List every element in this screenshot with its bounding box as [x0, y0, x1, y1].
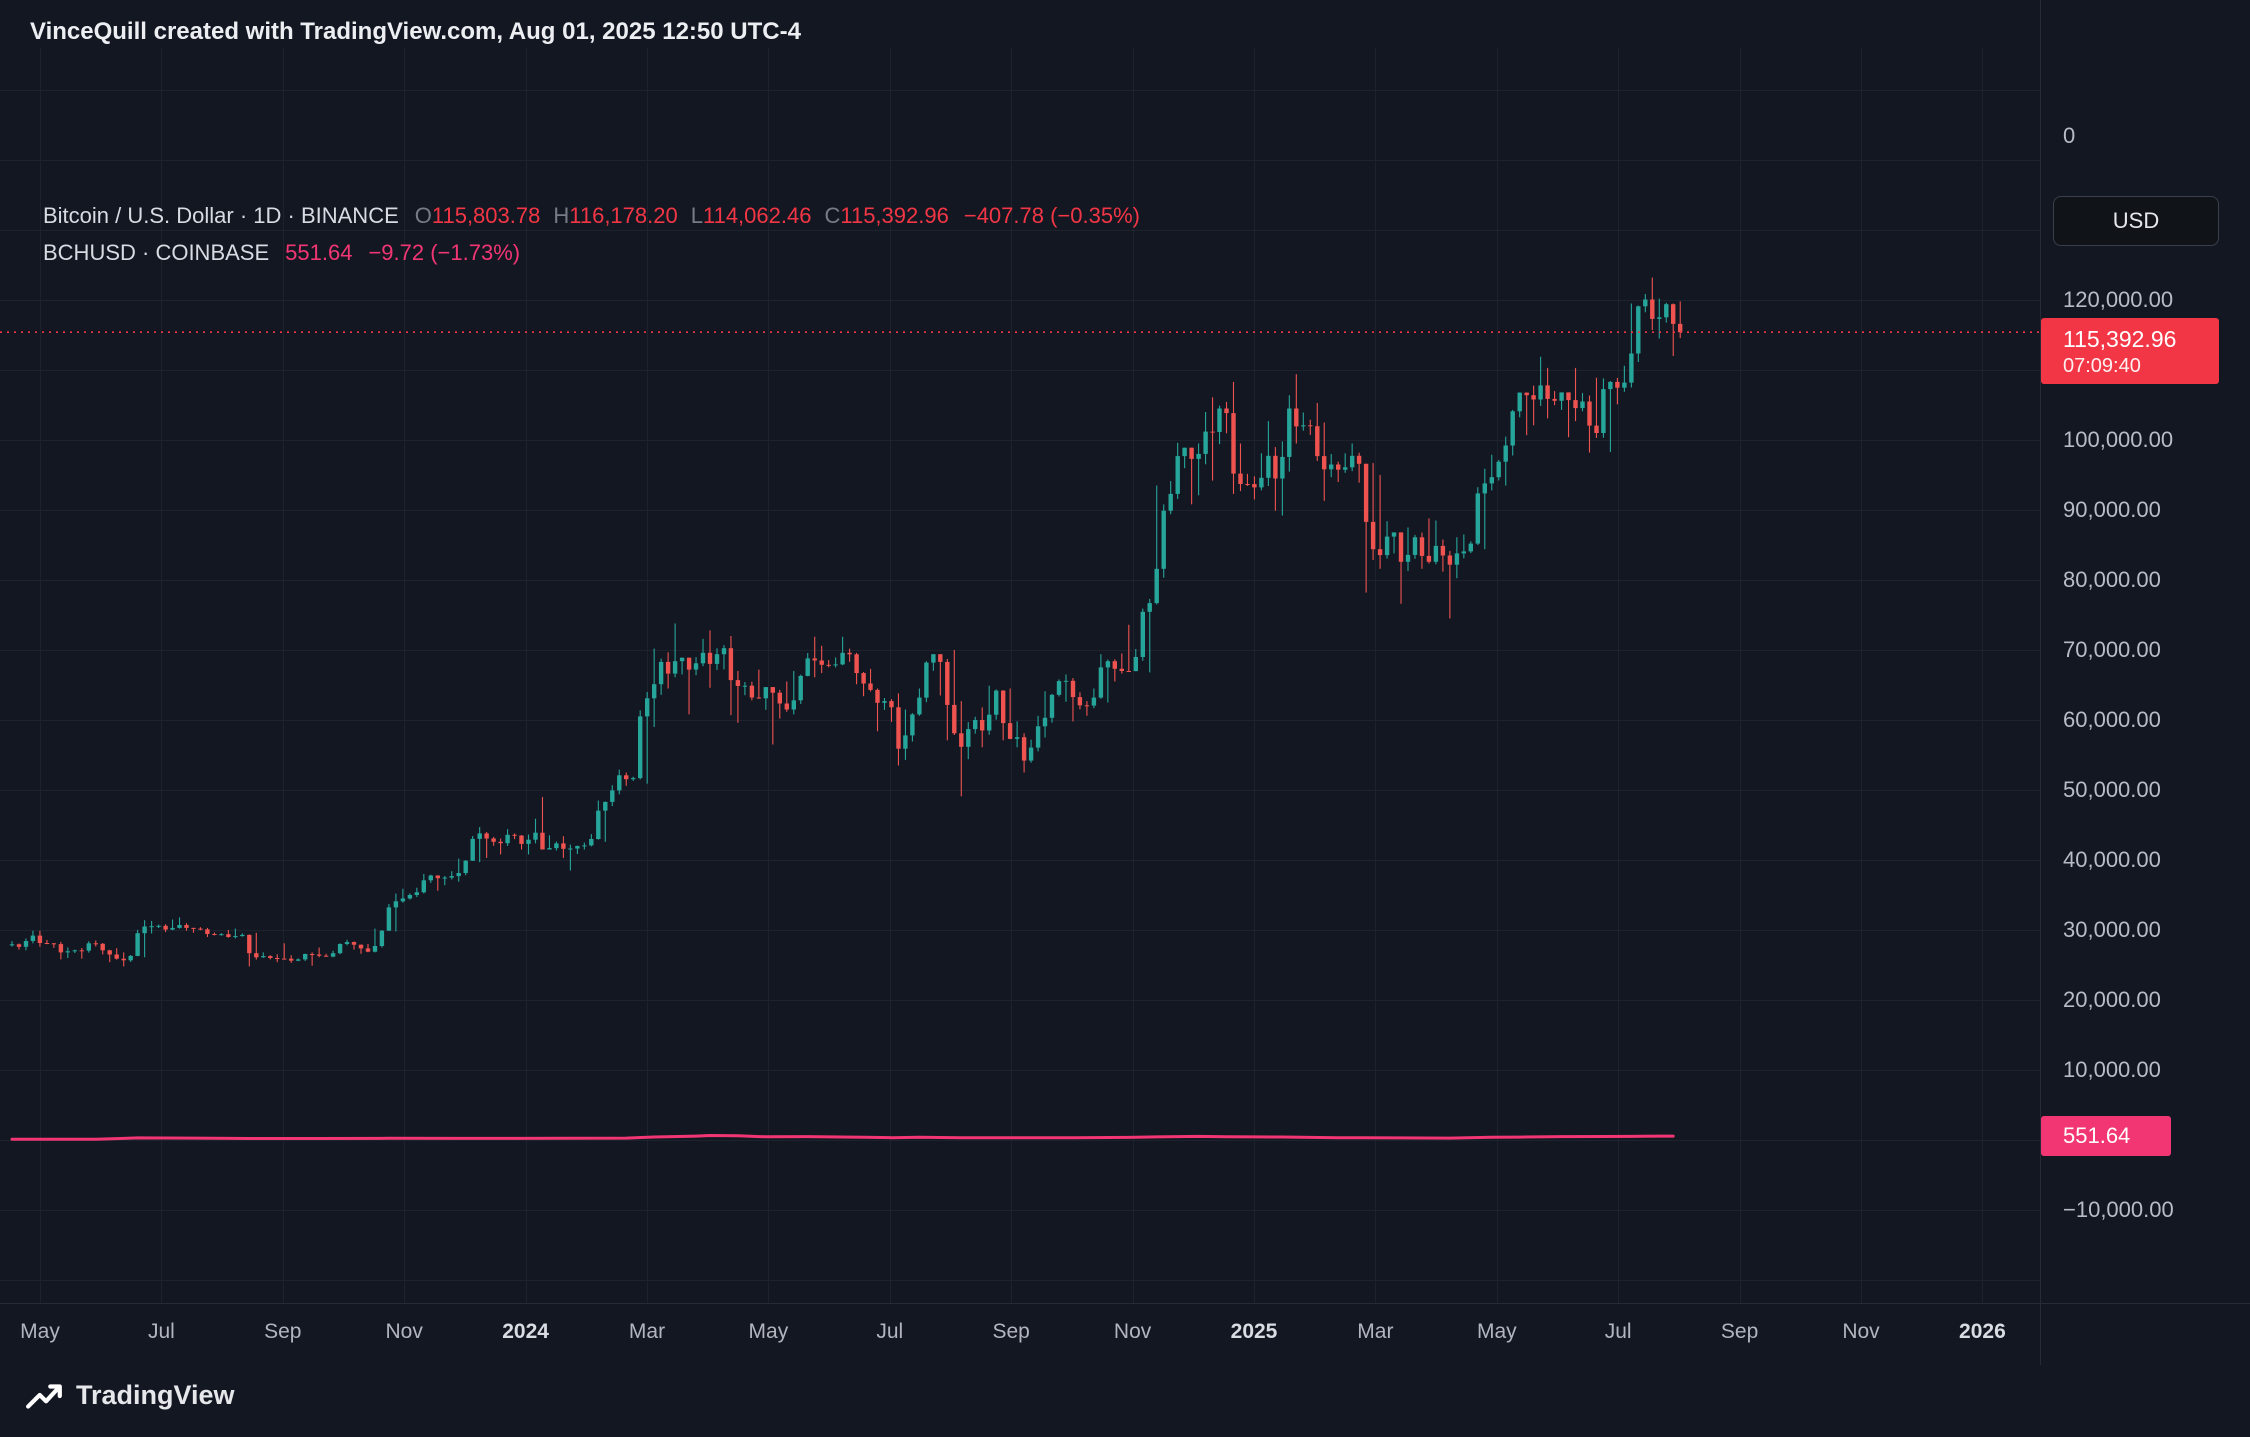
low-value: 114,062.46	[702, 203, 812, 228]
bch-badge-value: 551.64	[2063, 1123, 2131, 1148]
tradingview-brand-link[interactable]: TradingView	[26, 1380, 235, 1411]
high-value: 116,178.20	[569, 203, 678, 228]
price-axis-label: 70,000.00	[2063, 637, 2161, 662]
btc-open-group: O115,803.78	[415, 203, 541, 229]
price-axis-label: 50,000.00	[2063, 777, 2161, 802]
high-label: H	[553, 203, 570, 228]
time-axis-label: Sep	[992, 1320, 1030, 1343]
bar-close-countdown: 07:09:40	[2063, 355, 2141, 377]
time-axis-label: Nov	[1113, 1320, 1152, 1343]
low-label: L	[690, 203, 703, 228]
last-price-value: 115,392.96	[2063, 326, 2177, 352]
price-axis-top-label: 0	[2063, 123, 2076, 148]
bch-price-line	[10, 1134, 1675, 1141]
currency-usd-button[interactable]: USD	[2053, 196, 2219, 246]
price-axis-label: 20,000.00	[2063, 987, 2161, 1012]
tradingview-brand-text: TradingView	[76, 1380, 235, 1410]
grid-lines	[0, 48, 2040, 1303]
price-axis-label: 30,000.00	[2063, 917, 2161, 942]
price-axis-label: 10,000.00	[2063, 1057, 2161, 1082]
legend-row-btc[interactable]: Bitcoin / U.S. Dollar · 1D · BINANCE O11…	[43, 203, 1140, 240]
open-value: 115,803.78	[431, 203, 541, 228]
time-axis-label: 2026	[1959, 1320, 2006, 1343]
time-axis[interactable]: May Jul Sep Nov 2024 Mar May Jul Sep Nov 2025 Mar Ma…	[0, 1303, 2250, 1366]
legend-row-bch[interactable]: BCHUSD · COINBASE 551.64 −9.72 (−1.73%)	[43, 240, 1140, 277]
time-axis-label: Jul	[876, 1320, 904, 1343]
time-axis-label: 2025	[1230, 1320, 1278, 1343]
time-axis-label: Jul	[147, 1320, 175, 1343]
time-axis-label: Nov	[1842, 1320, 1880, 1343]
time-axis-label: Sep	[264, 1320, 302, 1343]
chart-plot[interactable]	[0, 0, 2040, 1303]
price-axis-label: −10,000.00	[2063, 1197, 2174, 1222]
btc-high-group: H116,178.20	[553, 203, 677, 229]
time-axis-label: Mar	[1357, 1320, 1394, 1343]
bch-price-badge: 551.64	[2041, 1116, 2171, 1156]
time-axis-label: Nov	[385, 1320, 423, 1343]
candlestick-series	[9, 277, 1683, 967]
bch-last-value: 551.64	[285, 240, 353, 265]
time-axis-label: Sep	[1720, 1320, 1759, 1343]
bch-change-value: −9.72 (−1.73%)	[368, 240, 521, 265]
btc-close-group: C115,392.96	[824, 203, 948, 229]
last-price-badge: 115,392.96 07:09:40	[2041, 318, 2219, 384]
chart-legend: Bitcoin / U.S. Dollar · 1D · BINANCE O11…	[43, 203, 1140, 277]
bch-symbol-title[interactable]: BCHUSD · COINBASE	[43, 240, 270, 265]
time-axis-label: May	[20, 1320, 60, 1343]
close-label: C	[824, 203, 841, 228]
btc-change-value: −407.78 (−0.35%)	[963, 203, 1140, 228]
time-axis-label: May	[748, 1320, 789, 1343]
close-value: 115,392.96	[840, 203, 949, 228]
price-axis-label: 80,000.00	[2063, 567, 2161, 592]
price-axis-label: 120,000.00	[2063, 287, 2174, 312]
tradingview-logo-icon	[26, 1383, 62, 1409]
price-axis-label: 40,000.00	[2063, 847, 2161, 872]
price-axis[interactable]: 0 USD 120,000.00 100,000.00 90,000.00 80,00…	[2040, 0, 2250, 1365]
time-axis-label: Mar	[628, 1320, 666, 1343]
price-axis-label: 100,000.00	[2063, 427, 2174, 452]
btc-low-group: L114,062.46	[691, 203, 812, 229]
price-axis-label: 60,000.00	[2063, 707, 2161, 732]
open-label: O	[414, 203, 432, 228]
time-axis-label: 2024	[502, 1320, 549, 1343]
btc-symbol-title[interactable]: Bitcoin / U.S. Dollar · 1D · BINANCE	[43, 203, 399, 228]
time-axis-label: Jul	[1604, 1320, 1632, 1343]
price-axis-label: 90,000.00	[2063, 497, 2161, 522]
time-axis-label: May	[1476, 1320, 1517, 1343]
watermark-title: VinceQuill created with TradingView.com,…	[30, 18, 801, 45]
